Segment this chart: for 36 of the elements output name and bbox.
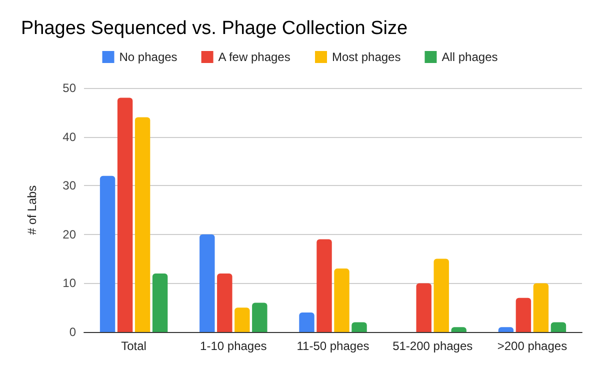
x-tick-label: >200 phages xyxy=(497,339,568,353)
bar xyxy=(316,239,332,332)
bar xyxy=(516,298,532,332)
y-tick-label: 0 xyxy=(69,325,76,339)
legend-label: All phages xyxy=(442,50,498,64)
bar xyxy=(117,98,133,332)
y-tick-label: 10 xyxy=(62,276,76,290)
y-tick-label: 20 xyxy=(62,227,76,242)
x-tick-label: Total xyxy=(121,339,146,353)
bar xyxy=(334,268,350,332)
y-axis-title: # of Labs xyxy=(25,185,39,235)
x-tick-label: 1-10 phages xyxy=(200,339,267,353)
bar xyxy=(434,258,449,332)
bar xyxy=(134,117,150,332)
bar xyxy=(416,283,432,332)
bar xyxy=(451,327,466,332)
bar xyxy=(252,302,268,332)
bar xyxy=(152,273,168,332)
x-tick-label: 51-200 phages xyxy=(392,339,473,353)
bar xyxy=(200,234,215,332)
bar xyxy=(352,322,367,332)
legend-label: No phages xyxy=(119,50,178,64)
y-tick-label: 40 xyxy=(62,130,76,144)
legend-label: Most phages xyxy=(332,50,401,64)
bar xyxy=(234,308,250,332)
chart-title: Phages Sequenced vs. Phage Collection Size xyxy=(21,18,408,39)
bar xyxy=(100,176,116,332)
x-tick-label: 11-50 phages xyxy=(296,339,370,353)
bar xyxy=(217,273,232,332)
bar xyxy=(533,283,549,332)
legend-label: A few phages xyxy=(218,50,290,64)
bar xyxy=(550,322,566,332)
y-tick-label: 50 xyxy=(62,81,76,95)
bar xyxy=(299,312,314,332)
y-tick-label: 30 xyxy=(62,178,76,193)
bar xyxy=(498,327,514,332)
